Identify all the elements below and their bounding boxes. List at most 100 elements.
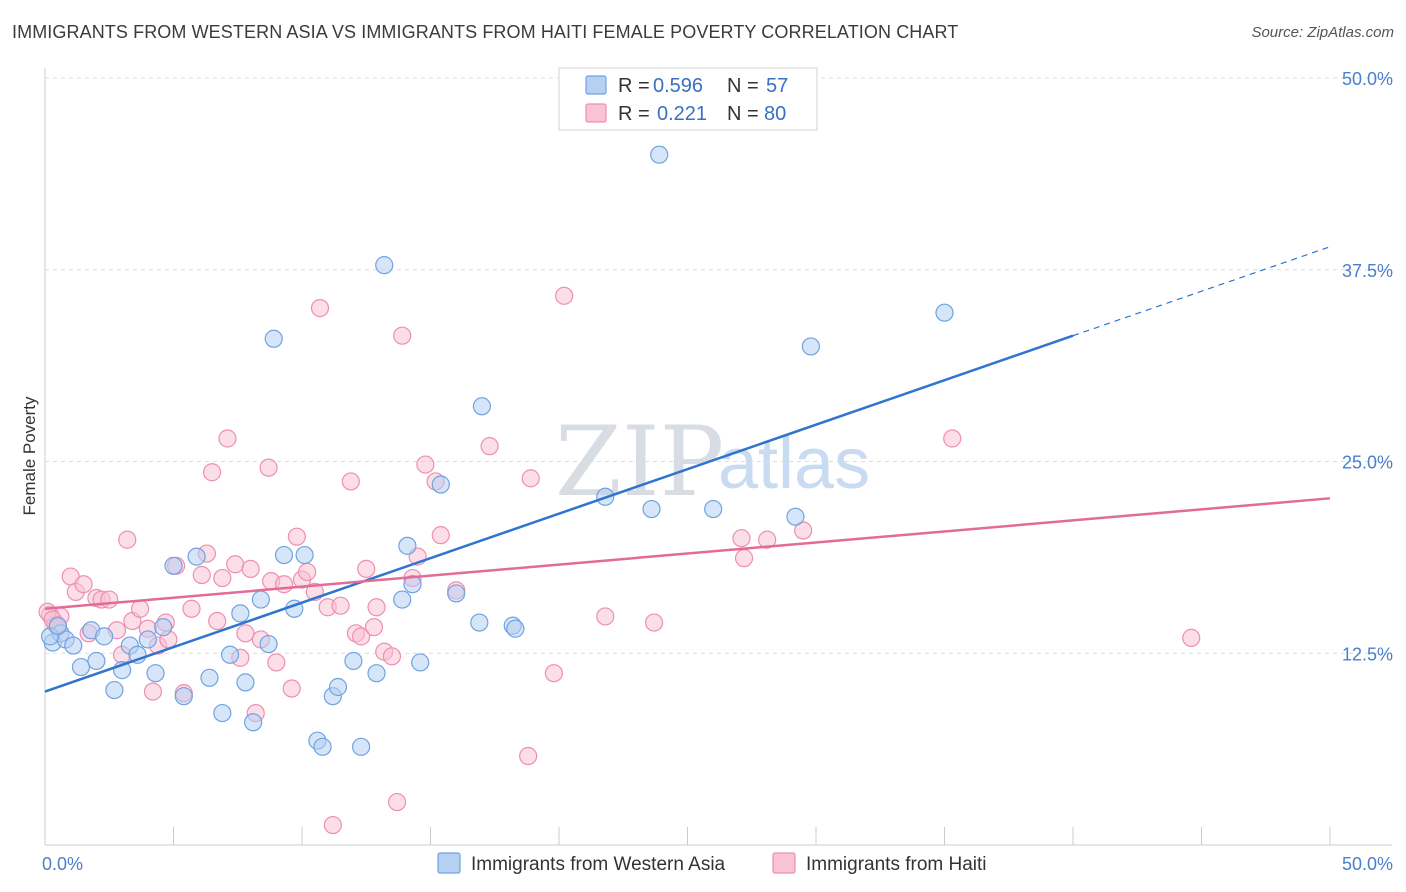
legend-n-value: 80 xyxy=(764,103,786,125)
haiti-point xyxy=(1182,628,1201,648)
western-asia-point xyxy=(403,575,422,594)
haiti-point xyxy=(267,653,286,672)
haiti-point xyxy=(282,679,301,698)
haiti-point xyxy=(364,618,384,637)
haiti-point xyxy=(331,596,350,615)
haiti-point xyxy=(274,575,294,594)
legend-n-label: N = xyxy=(727,103,759,125)
haiti-trend-line xyxy=(44,497,1331,611)
haiti-point xyxy=(416,455,435,474)
haiti-point xyxy=(367,598,386,617)
western-asia-point xyxy=(295,545,314,565)
western-asia-point xyxy=(472,397,491,416)
western-asia-trend-extension xyxy=(1072,246,1331,337)
haiti-point xyxy=(241,559,260,578)
haiti-point xyxy=(287,527,306,546)
haiti-point xyxy=(118,530,137,549)
haiti-point xyxy=(298,562,317,582)
haiti-point xyxy=(192,565,211,585)
western-asia-point xyxy=(200,668,219,687)
haiti-point xyxy=(208,611,227,631)
western-asia-point xyxy=(506,619,525,638)
western-asia-point xyxy=(236,673,255,692)
bottom-legend-swatch-haiti xyxy=(772,852,796,874)
western-asia-point xyxy=(274,545,294,565)
western-asia-point xyxy=(138,630,157,649)
legend: R = 0.596 N = 57 R = 0.221 N = 80 xyxy=(558,67,818,131)
haiti-point xyxy=(182,599,201,618)
western-asia-point xyxy=(447,584,466,603)
western-asia-point xyxy=(187,547,206,566)
haiti-point xyxy=(431,526,450,545)
western-asia-point xyxy=(328,677,348,697)
haiti-point xyxy=(202,463,222,482)
chart-title: IMMIGRANTS FROM WESTERN ASIA VS IMMIGRAN… xyxy=(12,22,959,42)
haiti-point xyxy=(794,521,813,540)
western-asia-point xyxy=(431,475,450,494)
bottom-legend-haiti: Immigrants from Haiti xyxy=(806,854,987,875)
haiti-point xyxy=(352,627,371,646)
western-asia-point xyxy=(642,499,661,519)
haiti-point xyxy=(480,437,499,456)
haiti-point xyxy=(387,792,407,812)
western-asia-point xyxy=(244,713,263,732)
haiti-point xyxy=(100,590,119,609)
haiti-point xyxy=(393,326,412,345)
haiti-point xyxy=(218,429,237,448)
western-asia-point xyxy=(174,687,193,706)
western-asia-point xyxy=(213,703,232,723)
haiti-point xyxy=(544,664,563,683)
tick-labels: 12.5% 25.0% 37.5% 50.0% 0.0% 50.0% xyxy=(42,69,1393,874)
chart-source: Source: ZipAtlas.com xyxy=(1251,24,1394,41)
western-asia-point xyxy=(48,616,67,635)
haiti-point xyxy=(357,559,376,578)
haiti-point xyxy=(143,682,163,701)
axes xyxy=(44,68,1392,846)
trend-lines xyxy=(44,246,1331,693)
haiti-point xyxy=(521,469,540,488)
haiti-point xyxy=(259,458,278,477)
western-asia-point xyxy=(220,645,240,664)
legend-swatch-western-asia xyxy=(585,75,607,95)
watermark-zip: ZIP xyxy=(555,406,724,518)
western-asia-point xyxy=(352,737,371,756)
legend-r-value: 0.596 xyxy=(653,75,703,97)
haiti-point xyxy=(213,568,232,588)
haiti-point xyxy=(644,613,664,632)
western-asia-point xyxy=(64,636,83,655)
western-asia-point xyxy=(87,651,106,671)
x-tick-label: 50.0% xyxy=(1342,854,1393,874)
haiti-point xyxy=(236,624,255,643)
western-asia-point xyxy=(313,737,332,756)
bottom-legend: Immigrants from Western Asia Immigrants … xyxy=(437,852,987,875)
western-asia-point xyxy=(650,145,669,164)
western-asia-point xyxy=(470,613,489,632)
western-asia-points xyxy=(41,145,954,756)
western-asia-point xyxy=(71,657,91,677)
legend-n-label: N = xyxy=(727,75,759,97)
western-asia-point xyxy=(398,536,417,555)
western-asia-point xyxy=(344,651,363,671)
haiti-point xyxy=(555,286,574,305)
western-asia-point xyxy=(231,604,250,623)
western-asia-point xyxy=(935,303,954,322)
western-asia-point xyxy=(375,256,394,275)
haiti-point xyxy=(382,647,402,666)
haiti-point xyxy=(74,575,93,594)
legend-swatch-haiti xyxy=(585,103,607,123)
haiti-point xyxy=(943,429,962,448)
bottom-legend-swatch-western-asia xyxy=(437,852,461,874)
western-asia-point xyxy=(264,329,283,348)
y-tick-label: 50.0% xyxy=(1342,69,1393,89)
western-asia-point xyxy=(146,664,165,683)
x-tick-label: 0.0% xyxy=(42,854,83,874)
bottom-legend-western-asia: Immigrants from Western Asia xyxy=(471,854,726,875)
western-asia-point xyxy=(259,634,278,654)
western-asia-point xyxy=(105,680,124,700)
haiti-point xyxy=(226,555,245,574)
legend-r-label: R = xyxy=(618,103,650,125)
haiti-point xyxy=(732,529,751,548)
western-asia-trend-line xyxy=(44,334,1074,693)
western-asia-point xyxy=(154,618,173,637)
